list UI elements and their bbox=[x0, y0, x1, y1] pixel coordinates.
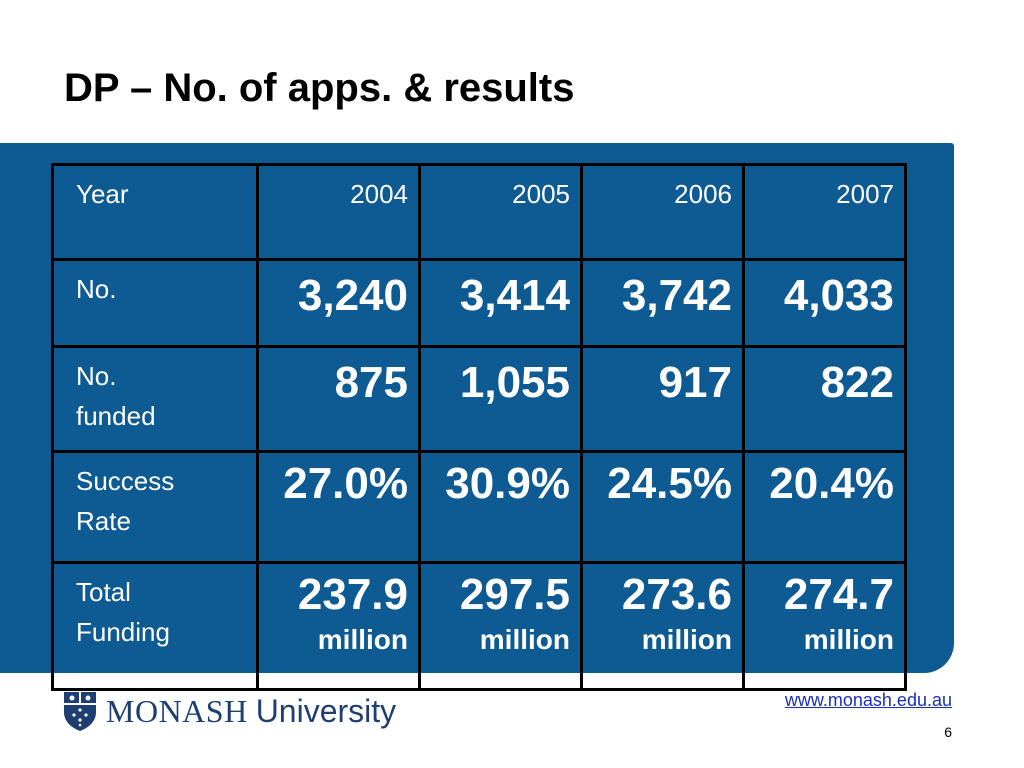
logo-monash-text: MONASH bbox=[106, 692, 248, 729]
table-row-funded: No. funded 875 1,055 917 822 bbox=[51, 345, 907, 453]
year-2006: 2006 bbox=[580, 163, 745, 261]
unit-label: million bbox=[803, 624, 894, 655]
page-number: 6 bbox=[944, 724, 952, 740]
applications-2005: 3,414 bbox=[459, 271, 570, 320]
website-link[interactable]: www.monash.edu.au bbox=[784, 690, 952, 710]
unit-label: million bbox=[317, 624, 408, 655]
year-2007: 2007 bbox=[742, 163, 907, 261]
success-rate-2007: 20.4% bbox=[769, 459, 894, 508]
applications-2004: 3,240 bbox=[297, 271, 408, 320]
funded-2005: 1,055 bbox=[459, 358, 570, 407]
year-2005: 2005 bbox=[418, 163, 583, 261]
table-row-total-funding: Total Funding 237.9 million 297.5 million 2… bbox=[51, 561, 907, 691]
total-funding-2005: 297.5 bbox=[459, 570, 570, 619]
success-rate-2006: 24.5% bbox=[607, 459, 732, 508]
table-header-row: Year 2004 2005 2006 2007 bbox=[51, 163, 907, 261]
table-row-success-rate: Success Rate 27.0% 30.9% 24.5% 20.4% bbox=[51, 450, 907, 564]
monash-logo: MONASH University bbox=[62, 690, 396, 732]
year-header: Year bbox=[51, 163, 259, 261]
results-table: Year 2004 2005 2006 2007 No. 3,240 3,414… bbox=[51, 163, 907, 691]
funded-2006: 917 bbox=[658, 358, 732, 407]
table-row-applications: No. 3,240 3,414 3,742 4,033 bbox=[51, 258, 907, 348]
funded-label: No. funded bbox=[51, 345, 259, 453]
year-2004: 2004 bbox=[256, 163, 421, 261]
monash-crest-icon bbox=[64, 692, 96, 731]
applications-2007: 4,033 bbox=[783, 271, 894, 320]
funded-2007: 822 bbox=[820, 358, 894, 407]
success-rate-2004: 27.0% bbox=[283, 459, 408, 508]
slide-title: DP – No. of apps. & results bbox=[64, 66, 575, 110]
total-funding-2007: 274.7 bbox=[783, 570, 894, 619]
logo-university-text: University bbox=[255, 692, 397, 729]
total-funding-2006: 273.6 bbox=[621, 570, 732, 619]
unit-label: million bbox=[641, 624, 732, 655]
applications-2006: 3,742 bbox=[621, 271, 732, 320]
applications-label: No. bbox=[51, 258, 259, 348]
funded-2004: 875 bbox=[334, 358, 408, 407]
total-funding-2004: 237.9 bbox=[297, 570, 408, 619]
success-rate-2005: 30.9% bbox=[445, 459, 570, 508]
total-funding-label: Total Funding bbox=[51, 561, 259, 691]
unit-label: million bbox=[479, 624, 570, 655]
success-rate-label: Success Rate bbox=[51, 450, 259, 564]
